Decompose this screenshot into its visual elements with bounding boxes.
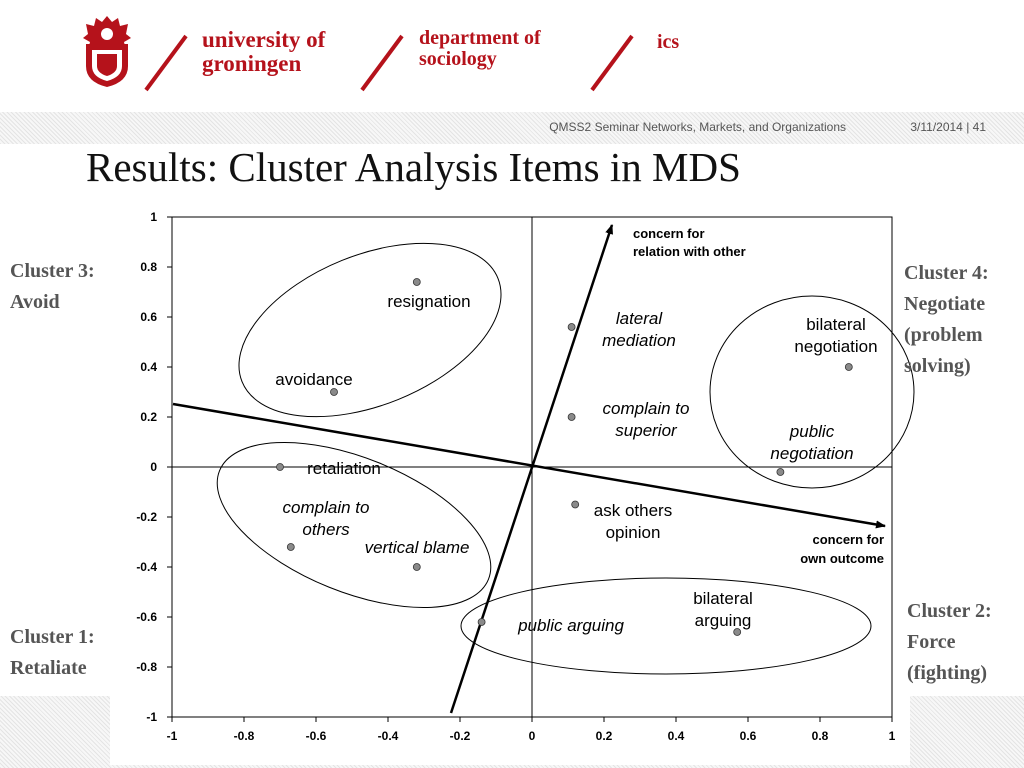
data-point <box>844 363 853 371</box>
own-outcome-concern-arrow <box>172 402 886 529</box>
cluster-2-ellipse <box>460 577 872 675</box>
data-point-label: vertical blame <box>365 538 470 557</box>
y-tick-label: -0.4 <box>136 560 157 574</box>
x-tick-label: -0.2 <box>450 729 471 743</box>
data-point-label: complain to <box>283 498 370 517</box>
relation-arrow-label: relation with other <box>633 244 746 259</box>
cluster-3-label: Cluster 3: Avoid <box>10 256 95 318</box>
data-point-label: arguing <box>695 611 752 630</box>
outcome-arrow-label: own outcome <box>800 551 884 566</box>
data-point-label: negotiation <box>770 444 853 463</box>
y-tick-label: -0.8 <box>136 660 157 674</box>
cluster-3-name: Avoid <box>10 291 60 313</box>
y-tick-label: 0.2 <box>140 410 157 424</box>
cluster-1-label: Cluster 1: Retaliate <box>10 622 95 684</box>
institute-name: ics <box>657 31 680 53</box>
cluster-2-label: Cluster 2: Force (fighting) <box>907 596 992 689</box>
university-crest-icon <box>83 16 131 87</box>
data-point <box>412 563 421 571</box>
x-tick-label: 0.6 <box>740 729 757 743</box>
cluster-3-title: Cluster 3: <box>10 260 95 282</box>
outcome-arrow-label: concern for <box>812 532 884 547</box>
y-tick-label: 1 <box>150 210 157 224</box>
x-tick-label: 0 <box>529 729 536 743</box>
x-tick-label: 0.2 <box>596 729 613 743</box>
x-tick-label: 0.8 <box>812 729 829 743</box>
university-name-line-1: university of <box>202 27 326 52</box>
data-point <box>776 468 785 476</box>
department-name-line-1: department of <box>419 27 541 49</box>
department-name: department of sociology <box>419 28 541 70</box>
university-name: university of groningen <box>202 27 326 77</box>
cluster-4-name-line-2: (problem <box>904 324 983 346</box>
data-point <box>276 463 284 471</box>
relation-concern-arrow <box>449 224 614 714</box>
y-tick-label: 0.4 <box>140 360 157 374</box>
data-point-label: mediation <box>602 331 676 350</box>
y-tick-label: 0.6 <box>140 310 157 324</box>
course-name: QMSS2 Seminar Networks, Markets, and Org… <box>549 120 846 134</box>
relation-arrow-label: concern for <box>633 226 705 241</box>
cluster-4-name-line-3: solving) <box>904 355 971 377</box>
data-point-label: bilateral <box>806 315 866 334</box>
data-point-label: lateral <box>616 309 664 328</box>
divider-slash <box>360 34 404 92</box>
cluster-2-name: Force <box>907 631 956 653</box>
data-point <box>330 388 338 396</box>
x-tick-label: -0.4 <box>378 729 399 743</box>
data-point-label: ask others <box>594 501 672 520</box>
x-tick-label: -0.6 <box>306 729 327 743</box>
divider-slash <box>144 34 188 92</box>
data-point-label: others <box>302 520 350 539</box>
data-point-label: bilateral <box>693 589 753 608</box>
cluster-4-label: Cluster 4: Negotiate (problem solving) <box>904 258 989 382</box>
x-tick-label: 1 <box>889 729 896 743</box>
data-point <box>286 543 295 551</box>
chart-background <box>110 205 910 765</box>
data-point-label: resignation <box>387 292 470 311</box>
cluster-4-title: Cluster 4: <box>904 262 989 284</box>
university-name-line-2: groningen <box>202 51 302 77</box>
cluster-2-name-line-2: (fighting) <box>907 662 987 684</box>
y-tick-label: 0.8 <box>140 260 157 274</box>
cluster-2-title: Cluster 2: <box>907 600 992 622</box>
cluster-1-name: Retaliate <box>10 657 87 679</box>
data-point-label: negotiation <box>794 337 877 356</box>
y-tick-label: 0 <box>150 460 157 474</box>
header-hatch-band <box>0 112 1024 144</box>
cluster-4-ellipse <box>709 295 915 489</box>
x-tick-label: -1 <box>167 729 178 743</box>
department-name-line-2: sociology <box>419 48 497 70</box>
data-point <box>477 618 486 626</box>
data-point-label: avoidance <box>275 370 353 389</box>
date-page-number: 3/11/2014 | 41 <box>910 120 986 134</box>
cluster-1-ellipse <box>216 441 492 609</box>
data-point <box>567 413 576 421</box>
data-point-label: opinion <box>606 523 661 542</box>
x-tick-label: -0.8 <box>234 729 255 743</box>
cluster-4-name: Negotiate <box>904 293 986 315</box>
data-point <box>412 278 421 286</box>
slide-title: Results: Cluster Analysis Items in MDS <box>86 144 741 190</box>
data-point <box>567 323 576 331</box>
data-point <box>571 500 580 509</box>
y-tick-label: -0.2 <box>136 510 157 524</box>
cluster-3-ellipse <box>238 242 502 418</box>
data-point-label: retaliation <box>307 459 381 478</box>
cluster-1-title: Cluster 1: <box>10 626 95 648</box>
y-tick-label: -1 <box>146 710 157 724</box>
data-point <box>733 628 742 636</box>
divider-slash <box>590 34 634 92</box>
data-point-label: public arguing <box>517 616 624 635</box>
data-point-label: public <box>789 422 835 441</box>
x-tick-label: 0.4 <box>668 729 685 743</box>
data-point-label: complain to <box>603 399 690 418</box>
data-point-label: superior <box>615 421 678 440</box>
y-tick-label: -0.6 <box>136 610 157 624</box>
